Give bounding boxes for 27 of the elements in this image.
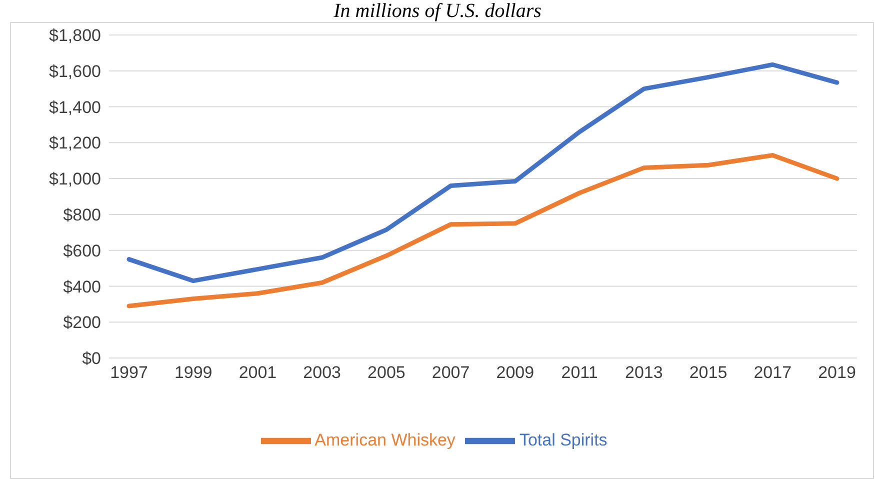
y-tick-label: $600 (63, 241, 101, 260)
x-tick-label: 1997 (110, 363, 148, 382)
x-tick-label: 2003 (303, 363, 342, 382)
y-tick-label: $200 (63, 313, 101, 332)
y-tick-label: $800 (63, 205, 101, 224)
y-tick-label: $0 (82, 349, 101, 368)
x-tick-label: 1999 (174, 363, 212, 382)
line-series (126, 62, 840, 284)
chart-subtitle: In millions of U.S. dollars (332, 0, 542, 22)
y-tick-label: $1,800 (49, 26, 101, 46)
x-tick-label: 2011 (561, 363, 598, 382)
legend-label: American Whiskey (314, 430, 456, 450)
y-tick-label: $1,000 (49, 170, 101, 189)
x-tick-label: 2007 (432, 363, 470, 382)
y-tick-label: $400 (63, 277, 101, 296)
y-tick-label: $1,400 (49, 98, 101, 117)
x-tick-label: 2015 (689, 363, 728, 382)
y-tick-label: $1,600 (49, 62, 101, 81)
x-tick-label: 2005 (368, 363, 406, 382)
x-tick-label: 2009 (496, 363, 534, 382)
x-tick-label: 2013 (624, 363, 663, 382)
x-tick-label: 2001 (238, 363, 277, 382)
x-tick-label: 2019 (818, 363, 856, 382)
y-tick-label: $1,200 (49, 134, 101, 153)
line-series (126, 152, 840, 308)
legend-label: Total Spirits (519, 430, 608, 450)
x-tick-label: 2017 (754, 363, 792, 382)
